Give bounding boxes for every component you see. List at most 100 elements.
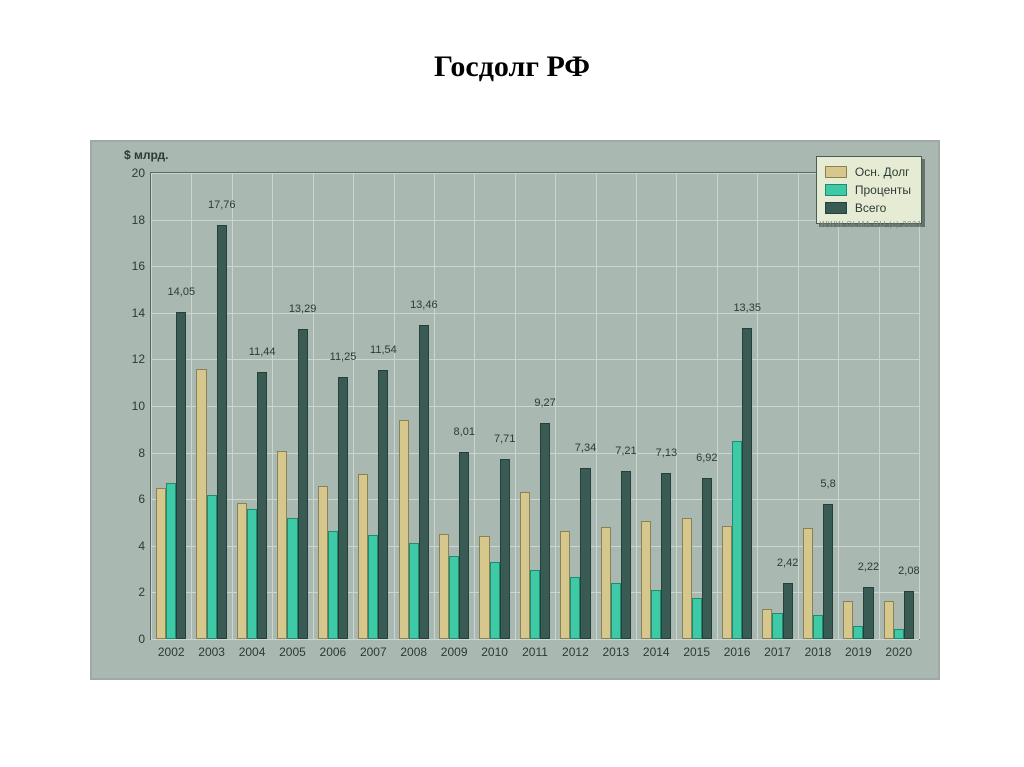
gridline-h	[151, 359, 919, 360]
legend-label: Всего	[855, 201, 886, 215]
bar-value-label: 11,25	[330, 351, 357, 363]
gridline-v	[232, 173, 233, 639]
xtick-label: 2017	[764, 645, 791, 659]
gridline-v	[717, 173, 718, 639]
bar	[863, 587, 873, 639]
bar	[237, 503, 247, 639]
gridline-h	[151, 220, 919, 221]
xtick-label: 2007	[360, 645, 387, 659]
bar	[722, 526, 732, 639]
bar	[490, 562, 500, 639]
xtick-label: 2020	[885, 645, 912, 659]
gridline-v	[434, 173, 435, 639]
bar	[621, 471, 631, 639]
bar	[732, 441, 742, 639]
bar-value-label: 17,76	[208, 199, 236, 211]
bar-value-label: 2,42	[777, 557, 798, 569]
bar	[338, 377, 348, 639]
bar	[176, 312, 186, 639]
bar-value-label: 14,05	[168, 286, 196, 298]
bar	[196, 369, 206, 639]
xtick-label: 2016	[724, 645, 751, 659]
bar	[702, 478, 712, 639]
xtick-label: 2010	[481, 645, 508, 659]
ytick-label: 8	[138, 446, 145, 460]
bar	[601, 527, 611, 639]
legend-item: Проценты	[825, 181, 911, 199]
xtick-label: 2014	[643, 645, 670, 659]
bar	[328, 531, 338, 639]
xtick-label: 2009	[441, 645, 468, 659]
gridline-v	[151, 173, 152, 639]
bar	[449, 556, 459, 639]
bar	[853, 626, 863, 639]
ytick-label: 16	[132, 259, 145, 273]
bar	[439, 534, 449, 639]
xtick-label: 2003	[198, 645, 225, 659]
bar-value-label: 13,29	[289, 303, 317, 315]
bar	[287, 518, 297, 639]
gridline-v	[353, 173, 354, 639]
bar-value-label: 9,27	[534, 397, 555, 409]
xtick-label: 2015	[683, 645, 710, 659]
bar	[570, 577, 580, 639]
xtick-label: 2011	[522, 645, 548, 659]
bar	[399, 420, 409, 639]
legend: Осн. Долг Проценты Всего	[816, 156, 922, 224]
gridline-v	[757, 173, 758, 639]
bar	[651, 590, 661, 639]
bar	[500, 459, 510, 639]
page-title: Госдолг РФ	[0, 50, 1024, 84]
bar	[813, 615, 823, 639]
bar	[166, 483, 176, 639]
chart-credit: WWW.OLMA.RU (c) 2001	[820, 220, 922, 229]
bar-value-label: 13,46	[410, 299, 438, 311]
xtick-label: 2004	[239, 645, 266, 659]
bar-value-label: 6,92	[696, 452, 717, 464]
gridline-h	[151, 639, 919, 640]
bar	[409, 543, 419, 639]
bar	[843, 601, 853, 639]
bar	[742, 328, 752, 639]
bar	[783, 583, 793, 639]
ytick-label: 6	[138, 492, 145, 506]
xtick-label: 2006	[320, 645, 347, 659]
bar	[904, 591, 914, 639]
legend-swatch	[825, 202, 847, 214]
gridline-v	[596, 173, 597, 639]
bar-value-label: 7,13	[656, 447, 677, 459]
yaxis-title: $ млрд.	[124, 148, 169, 162]
bar-value-label: 7,21	[615, 445, 636, 457]
gridline-v	[394, 173, 395, 639]
bar	[368, 535, 378, 639]
gridline-h	[151, 266, 919, 267]
gridline-v	[798, 173, 799, 639]
gridline-v	[838, 173, 839, 639]
bar	[207, 495, 217, 639]
bar	[611, 583, 621, 639]
bar-value-label: 2,08	[898, 565, 919, 577]
xtick-label: 2012	[562, 645, 589, 659]
bar	[419, 325, 429, 639]
legend-swatch	[825, 184, 847, 196]
bar	[894, 629, 904, 639]
ytick-label: 2	[138, 585, 145, 599]
bar	[217, 225, 227, 639]
bar	[540, 423, 550, 639]
legend-label: Проценты	[855, 183, 911, 197]
gridline-v	[515, 173, 516, 639]
bar	[378, 370, 388, 639]
gridline-h	[151, 173, 919, 174]
bar	[560, 531, 570, 639]
bar	[277, 451, 287, 639]
bar-value-label: 8,01	[454, 426, 475, 438]
xtick-label: 2008	[400, 645, 427, 659]
legend-swatch	[825, 166, 847, 178]
bar	[479, 536, 489, 639]
gridline-v	[474, 173, 475, 639]
bar-value-label: 7,71	[494, 433, 515, 445]
bar	[661, 473, 671, 639]
ytick-label: 12	[132, 352, 145, 366]
bar	[156, 488, 166, 639]
gridline-v	[676, 173, 677, 639]
